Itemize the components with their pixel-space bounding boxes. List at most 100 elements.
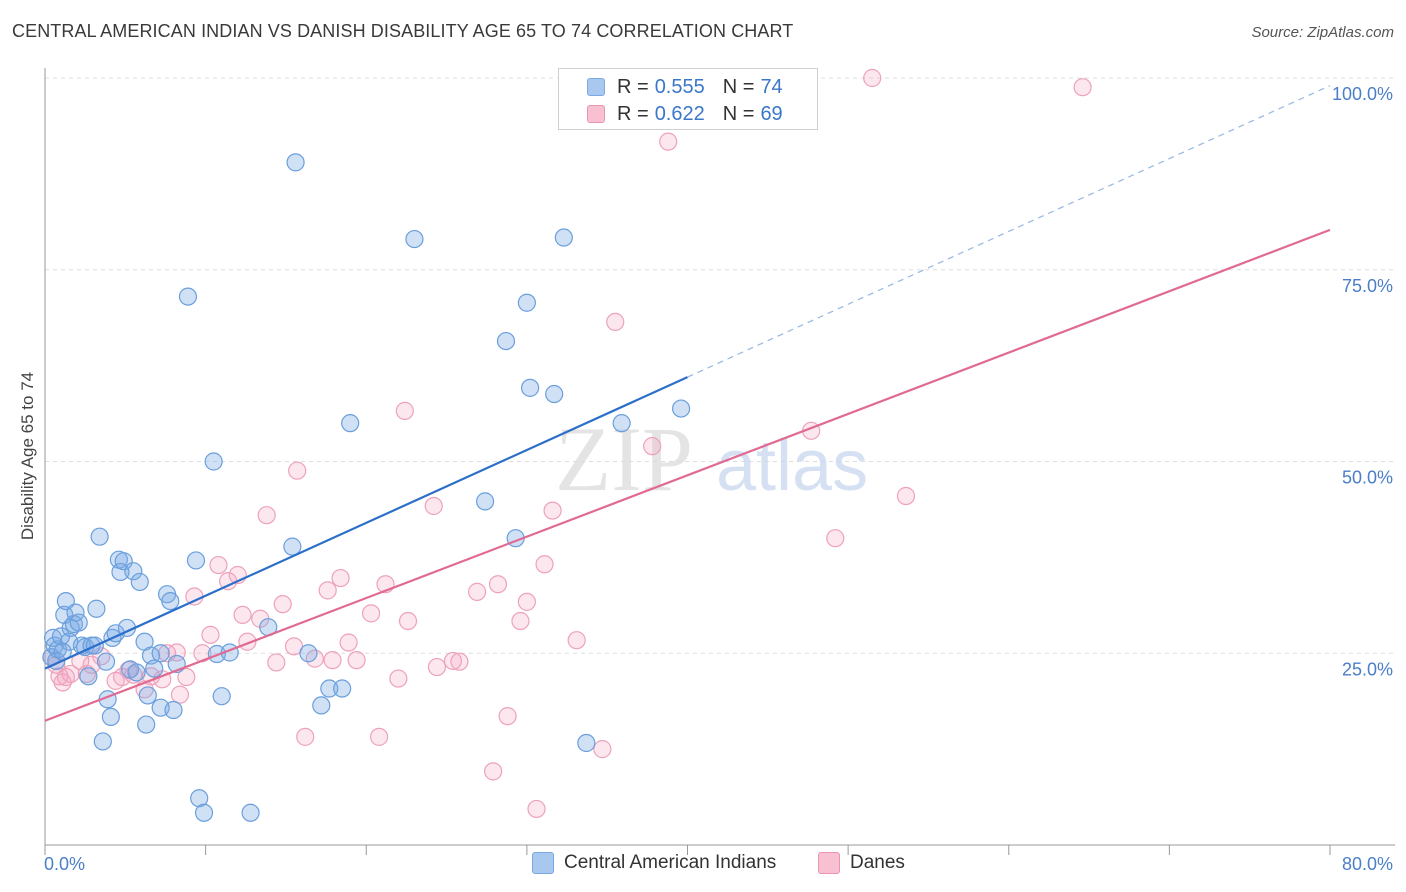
legend-item-central-american-indians[interactable]: Central American Indians: [532, 852, 776, 874]
central-american-indian-point: [577, 733, 596, 753]
legend-r-value: 0.622: [654, 102, 705, 125]
central-american-indian-point: [164, 700, 183, 720]
legend-swatch-blue: [587, 78, 605, 96]
central-american-indian-point: [69, 613, 88, 632]
central-american-indian-point: [145, 659, 164, 678]
x-tick-label: 0.0%: [44, 854, 85, 874]
dane-point: [450, 652, 469, 671]
dane-point: [543, 501, 562, 520]
dane-point: [257, 506, 276, 525]
legend-n-value: 74: [760, 75, 783, 98]
stats-legend: R = 0.555 N = 74 R = 0.622 N = 69: [558, 68, 818, 130]
legend-n-label: N =: [722, 75, 755, 98]
central-american-indian-point: [137, 715, 156, 734]
dane-point: [567, 631, 586, 650]
legend-r-label: R =: [617, 75, 649, 98]
watermark-zip: ZIP: [555, 408, 693, 510]
central-american-indian-point: [212, 687, 231, 706]
central-american-indian-point: [114, 552, 133, 571]
central-american-indian-point: [190, 789, 209, 808]
central-american-indian-point: [178, 287, 198, 306]
central-american-indian-point: [286, 153, 305, 172]
legend-r-label: R =: [617, 102, 649, 125]
y-axis-label: Disability Age 65 to 74: [18, 372, 37, 540]
central-american-indian-point: [138, 686, 157, 705]
legend-swatch-blue: [532, 852, 554, 874]
y-tick-label: 75.0%: [1342, 276, 1393, 296]
dane-point: [56, 667, 75, 687]
central-american-indian-point: [111, 562, 130, 582]
central-american-indian-point: [96, 652, 116, 671]
legend-item-danes[interactable]: Danes: [818, 852, 905, 874]
dane-point: [331, 568, 350, 588]
central-american-indian-point: [204, 452, 223, 471]
legend-swatch-pink: [587, 105, 605, 123]
central-american-indian-point: [299, 644, 318, 663]
dane-point: [488, 575, 508, 594]
dane-point: [427, 657, 447, 677]
dane-point: [267, 653, 286, 672]
dane-point: [498, 707, 517, 726]
dane-point: [370, 727, 389, 746]
trendline-central-american-indians: [44, 376, 688, 670]
y-tick-label: 50.0%: [1342, 468, 1393, 488]
dane-point: [288, 461, 307, 480]
central-american-indian-point: [283, 537, 302, 556]
dane-point: [535, 555, 554, 574]
legend-n-value: 69: [760, 102, 783, 125]
dane-point: [323, 651, 342, 670]
dane-point: [395, 401, 414, 420]
chart-title: CENTRAL AMERICAN INDIAN VS DANISH DISABI…: [12, 21, 794, 41]
dane-point: [467, 582, 487, 601]
y-tick-label: 100.0%: [1332, 84, 1393, 104]
legend-label: Central American Indians: [564, 852, 777, 873]
legend-row-central-american-indians: R = 0.555 N = 74: [587, 75, 783, 99]
source-credit: Source: ZipAtlas.com: [1251, 24, 1394, 41]
dane-point: [61, 664, 80, 684]
central-american-indian-point: [545, 384, 564, 404]
legend-r-value: 0.555: [654, 75, 705, 98]
dane-point: [1073, 78, 1092, 97]
y-tick-label: 25.0%: [1342, 659, 1393, 679]
dane-point: [643, 437, 662, 456]
central-american-indian-point: [124, 562, 143, 581]
dane-point: [826, 529, 845, 548]
central-american-indian-point: [520, 378, 540, 397]
dane-point: [424, 496, 443, 516]
dane-point: [233, 605, 252, 625]
central-american-indian-point: [194, 803, 214, 822]
series-legend: Central American Indians Danes: [0, 852, 1406, 878]
dane-point: [296, 727, 315, 746]
central-american-indian-point: [130, 572, 149, 592]
dane-point: [511, 611, 530, 631]
dane-point: [361, 604, 381, 623]
central-american-indian-point: [341, 414, 360, 433]
central-american-indian-point: [476, 492, 495, 511]
dane-point: [170, 685, 190, 704]
legend-row-danes: R = 0.622 N = 69: [587, 102, 783, 126]
legend-n-label: N =: [722, 102, 755, 125]
central-american-indian-point: [312, 696, 331, 715]
dane-point: [201, 625, 220, 644]
central-american-indian-point: [127, 663, 146, 682]
dane-point: [593, 740, 612, 759]
central-american-indian-point: [93, 732, 112, 751]
dane-point: [209, 555, 228, 575]
dane-point: [389, 669, 408, 688]
dane-point: [527, 799, 546, 819]
central-american-indian-point: [554, 228, 573, 247]
x-tick-label: 80.0%: [1342, 854, 1393, 874]
dane-point: [284, 637, 304, 656]
dane-point: [339, 633, 358, 652]
dane-point: [606, 312, 625, 332]
trendline-central-american-indians-extension: [687, 85, 1331, 378]
central-american-indian-point: [151, 644, 170, 663]
central-american-indian-point: [79, 667, 98, 686]
central-american-indian-point: [87, 599, 106, 618]
dane-point: [273, 595, 292, 614]
dane-point: [659, 132, 678, 151]
x-tick-labels: 0.0% 80.0%: [44, 854, 1393, 874]
central-american-indian-point: [612, 414, 631, 433]
watermark-atlas: atlas: [716, 426, 868, 506]
